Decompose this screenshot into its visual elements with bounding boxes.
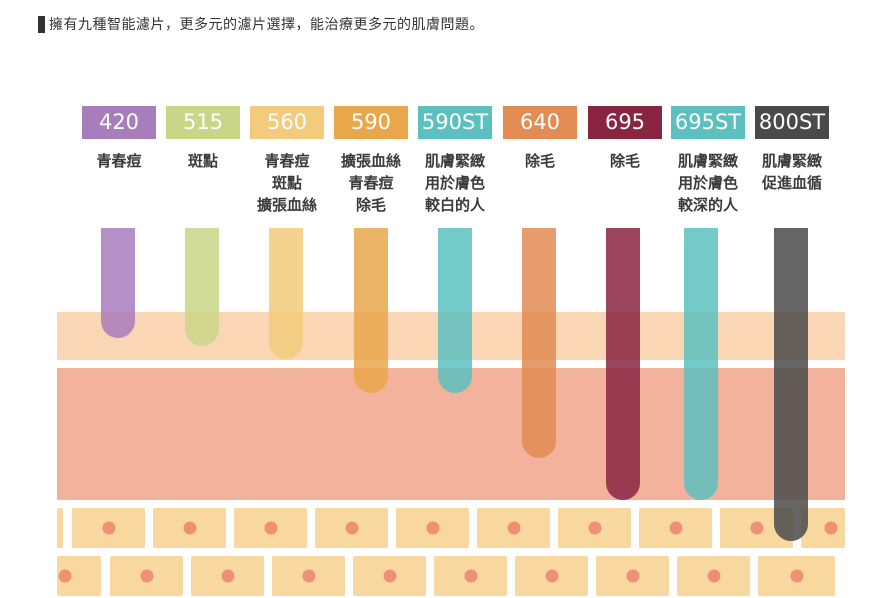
penetration-bar-420 xyxy=(101,228,135,338)
penetration-bar-590st xyxy=(438,228,472,393)
penetration-bar-640 xyxy=(522,228,556,458)
filter-tag-515: 515 xyxy=(166,106,240,139)
filter-indication: 肌膚緊緻 xyxy=(677,152,738,170)
filter-indication: 用於膚色 xyxy=(424,174,485,192)
filter-indication: 除毛 xyxy=(524,152,555,170)
filter-indication: 青春痘 xyxy=(264,152,310,170)
filter-tag-420: 420 xyxy=(82,106,156,139)
cell-nucleus xyxy=(345,521,358,535)
skin-cell xyxy=(639,508,712,548)
filter-indication: 斑點 xyxy=(271,174,302,192)
filter-tag-560: 560 xyxy=(250,106,324,139)
skin-cell xyxy=(57,508,63,548)
filter-indication: 青春痘 xyxy=(96,152,142,170)
filter-description-515: 斑點 xyxy=(158,150,248,172)
filter-description-800st: 肌膚緊緻 促進血循 xyxy=(747,150,837,194)
skin-cell xyxy=(110,556,183,596)
skin-cell xyxy=(396,508,469,548)
filter-indication: 促進血循 xyxy=(761,174,822,192)
skin-cell xyxy=(153,508,226,548)
penetration-bar-695st xyxy=(684,228,718,500)
filter-tag-590st: 590ST xyxy=(418,106,492,139)
skin-cell xyxy=(558,508,631,548)
penetration-bar-695 xyxy=(606,228,640,500)
cell-nucleus xyxy=(58,569,72,583)
intro-heading: 擁有九種智能濾片，更多元的濾片選擇，能治療更多元的肌膚問題。 xyxy=(38,14,484,34)
cell-nucleus xyxy=(221,569,234,583)
cell-nucleus xyxy=(707,569,720,583)
cell-nucleus xyxy=(264,521,277,535)
filter-indication: 除毛 xyxy=(355,196,386,214)
heading-marker xyxy=(38,15,45,33)
skin-cell xyxy=(191,556,264,596)
cell-nucleus xyxy=(464,569,477,583)
filter-indication: 肌膚緊緻 xyxy=(761,152,822,170)
filter-description-695st: 肌膚緊緻用於膚色較深的人 xyxy=(663,150,753,216)
cell-nucleus xyxy=(102,521,115,535)
skin-cell xyxy=(234,508,307,548)
cell-nucleus xyxy=(302,569,315,583)
filter-description-590: 擴張血絲 青春痘 除毛 xyxy=(326,150,416,216)
filter-indication: 除毛 xyxy=(609,152,640,170)
skin-cell xyxy=(315,508,388,548)
skin-cell xyxy=(596,556,669,596)
filter-indication: 用於膚色 xyxy=(677,174,738,192)
filter-indication: 較白的人 xyxy=(424,196,485,214)
cell-nucleus xyxy=(588,521,601,535)
penetration-bar-560 xyxy=(269,228,303,359)
penetration-bar-800st xyxy=(774,228,808,541)
cell-nucleus xyxy=(383,569,396,583)
skin-cell xyxy=(272,556,345,596)
skin-cell xyxy=(434,556,507,596)
skin-cell xyxy=(758,556,835,596)
penetration-bar-590 xyxy=(354,228,388,393)
cell-nucleus xyxy=(790,569,803,583)
cell-nucleus xyxy=(626,569,639,583)
filter-indication: 較深的人 xyxy=(677,196,738,214)
filter-description-695: 除毛 xyxy=(580,150,670,172)
filter-indication: 青春痘 xyxy=(348,174,394,192)
filter-indication: 擴張血絲 xyxy=(340,152,401,170)
skin-cell xyxy=(515,556,588,596)
filter-tag-695: 695 xyxy=(588,106,662,139)
skin-cell xyxy=(677,556,750,596)
cell-nucleus xyxy=(669,521,682,535)
filter-tag-695st: 695ST xyxy=(671,106,745,139)
filter-description-640: 除毛 xyxy=(495,150,585,172)
filter-description-590st: 肌膚緊緻用於膚色較白的人 xyxy=(410,150,500,216)
cell-nucleus xyxy=(140,569,153,583)
skin-cell xyxy=(353,556,426,596)
filter-tag-800st: 800ST xyxy=(755,106,829,139)
cell-nucleus xyxy=(545,569,558,583)
filter-tag-640: 640 xyxy=(503,106,577,139)
cell-nucleus xyxy=(750,521,763,535)
filter-indication: 斑點 xyxy=(187,152,218,170)
cell-nucleus xyxy=(824,521,838,535)
penetration-bar-515 xyxy=(185,228,219,346)
filter-tag-590: 590 xyxy=(334,106,408,139)
heading-text: 擁有九種智能濾片，更多元的濾片選擇，能治療更多元的肌膚問題。 xyxy=(49,17,484,33)
filter-indication: 擴張血絲 xyxy=(256,196,317,214)
cell-nucleus xyxy=(183,521,196,535)
cell-nucleus xyxy=(426,521,439,535)
filter-description-560: 青春痘 斑點 擴張血絲 xyxy=(242,150,332,216)
skin-cell xyxy=(57,556,101,596)
cell-nucleus xyxy=(507,521,520,535)
filter-description-420: 青春痘 xyxy=(74,150,164,172)
skin-cell xyxy=(477,508,550,548)
filter-indication: 肌膚緊緻 xyxy=(424,152,485,170)
skin-cell xyxy=(801,508,845,548)
skin-cell xyxy=(72,508,145,548)
